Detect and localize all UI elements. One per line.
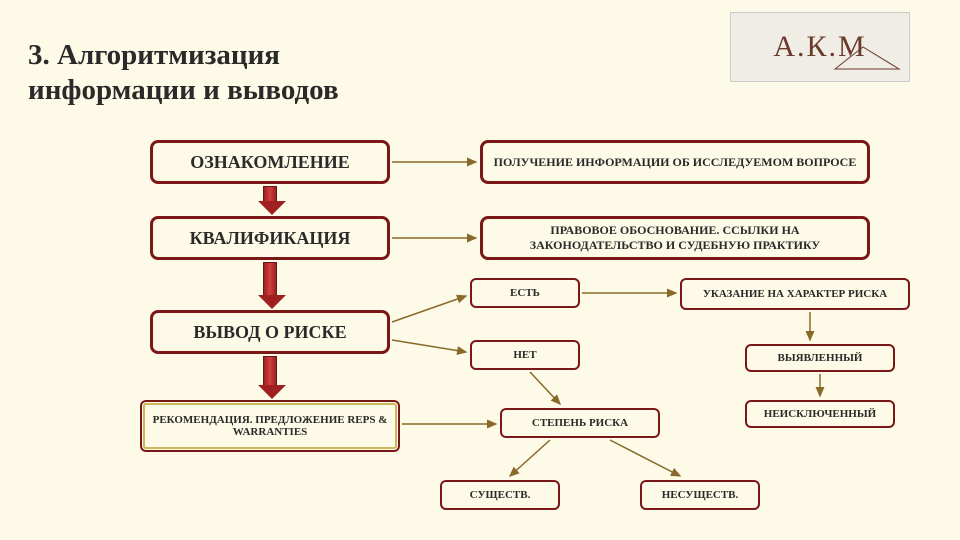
node-label: СТЕПЕНЬ РИСКА bbox=[532, 417, 628, 429]
node-label: НЕТ bbox=[513, 349, 536, 361]
node-label: ВЫВОД О РИСКЕ bbox=[193, 322, 346, 343]
arrow-down-icon bbox=[258, 262, 282, 309]
node-risk-conclusion: ВЫВОД О РИСКЕ bbox=[150, 310, 390, 354]
node-qualification: КВАЛИФИКАЦИЯ bbox=[150, 216, 390, 260]
node-label: НЕИСКЛЮЧЕННЫЙ bbox=[764, 408, 876, 420]
node-label: УКАЗАНИЕ НА ХАРАКТЕР РИСКА bbox=[703, 288, 887, 300]
node-not-excluded: НЕИСКЛЮЧЕННЫЙ bbox=[745, 400, 895, 428]
node-substantial: СУЩЕСТВ. bbox=[440, 480, 560, 510]
node-label: РЕКОМЕНДАЦИЯ. ПРЕДЛОЖЕНИЕ REPS & WARRANT… bbox=[150, 414, 390, 438]
slide-title: 3. Алгоритмизация информации и выводов bbox=[28, 38, 339, 108]
node-yes: ЕСТЬ bbox=[470, 278, 580, 308]
node-familiarization: ОЗНАКОМЛЕНИЕ bbox=[150, 140, 390, 184]
node-legal-basis: ПРАВОВОЕ ОБОСНОВАНИЕ. ССЫЛКИ НА ЗАКОНОДА… bbox=[480, 216, 870, 260]
node-risk-degree: СТЕПЕНЬ РИСКА bbox=[500, 408, 660, 438]
node-nonsubstantial: НЕСУЩЕСТВ. bbox=[640, 480, 760, 510]
node-label: НЕСУЩЕСТВ. bbox=[662, 489, 739, 501]
node-label: ПРАВОВОЕ ОБОСНОВАНИЕ. ССЫЛКИ НА ЗАКОНОДА… bbox=[491, 223, 859, 253]
title-line-1: 3. Алгоритмизация bbox=[28, 39, 280, 71]
node-label: ПОЛУЧЕНИЕ ИНФОРМАЦИИ ОБ ИССЛЕДУЕМОМ ВОПР… bbox=[494, 155, 857, 170]
title-line-2: информации и выводов bbox=[28, 74, 339, 106]
logo: А.К.М bbox=[730, 12, 910, 82]
node-risk-character: УКАЗАНИЕ НА ХАРАКТЕР РИСКА bbox=[680, 278, 910, 310]
node-label: КВАЛИФИКАЦИЯ bbox=[190, 228, 351, 249]
node-label: ОЗНАКОМЛЕНИЕ bbox=[190, 152, 350, 173]
node-label: ВЫЯВЛЕННЫЙ bbox=[777, 352, 862, 364]
node-label: СУЩЕСТВ. bbox=[470, 489, 531, 501]
node-info-obtain: ПОЛУЧЕНИЕ ИНФОРМАЦИИ ОБ ИССЛЕДУЕМОМ ВОПР… bbox=[480, 140, 870, 184]
node-identified: ВЫЯВЛЕННЫЙ bbox=[745, 344, 895, 372]
node-no: НЕТ bbox=[470, 340, 580, 370]
node-label: ЕСТЬ bbox=[510, 287, 540, 299]
node-recommendation: РЕКОМЕНДАЦИЯ. ПРЕДЛОЖЕНИЕ REPS & WARRANT… bbox=[140, 400, 400, 452]
logo-triangle-icon bbox=[833, 43, 903, 73]
arrow-down-icon bbox=[258, 186, 282, 215]
arrow-down-icon bbox=[258, 356, 282, 399]
